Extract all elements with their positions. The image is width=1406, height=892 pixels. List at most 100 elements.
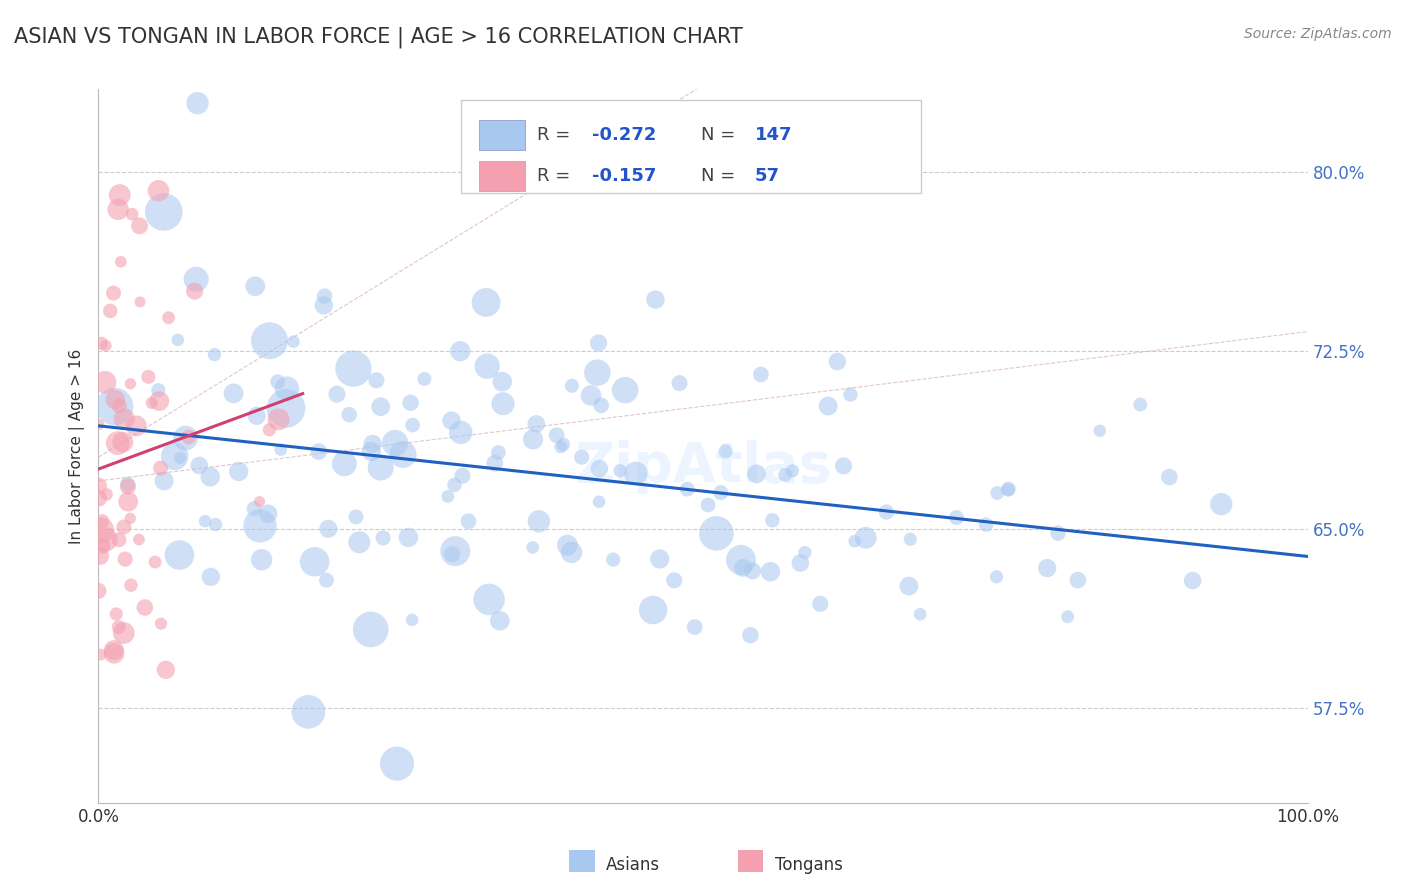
Point bbox=[98, 304, 121, 318]
Point bbox=[898, 533, 921, 547]
Point bbox=[773, 467, 796, 482]
Point bbox=[104, 400, 127, 414]
Point bbox=[283, 334, 305, 349]
Point bbox=[259, 423, 281, 437]
Point bbox=[128, 219, 150, 233]
Point bbox=[90, 524, 112, 538]
Point bbox=[817, 399, 839, 413]
Point bbox=[163, 450, 186, 464]
Point bbox=[855, 531, 877, 545]
Point bbox=[662, 574, 685, 588]
Point bbox=[110, 254, 132, 268]
Point bbox=[204, 517, 226, 532]
Point bbox=[155, 663, 177, 677]
Point bbox=[401, 418, 423, 433]
Point bbox=[440, 414, 463, 428]
Point bbox=[112, 626, 135, 640]
Point bbox=[90, 648, 112, 662]
Point bbox=[614, 383, 637, 397]
Point bbox=[897, 579, 920, 593]
Point bbox=[643, 603, 665, 617]
Point bbox=[194, 514, 217, 528]
Point bbox=[997, 482, 1019, 496]
Text: ZipAtlas: ZipAtlas bbox=[574, 441, 832, 494]
Point bbox=[318, 522, 340, 536]
FancyBboxPatch shape bbox=[479, 161, 526, 191]
Point bbox=[267, 375, 290, 389]
Point bbox=[491, 375, 513, 389]
Point bbox=[444, 544, 467, 558]
Point bbox=[120, 511, 142, 525]
Point bbox=[740, 628, 762, 642]
Point bbox=[741, 564, 763, 578]
Point bbox=[228, 465, 250, 479]
Point bbox=[683, 620, 706, 634]
Point bbox=[730, 553, 752, 567]
Point bbox=[571, 450, 593, 465]
Point bbox=[188, 458, 211, 473]
Point bbox=[451, 468, 474, 483]
Point bbox=[104, 392, 127, 407]
Point bbox=[413, 372, 436, 386]
Point bbox=[198, 469, 221, 483]
Point bbox=[153, 474, 176, 488]
Point bbox=[257, 507, 280, 521]
Point bbox=[522, 433, 544, 447]
Point bbox=[297, 705, 319, 719]
Point bbox=[486, 445, 509, 459]
Point bbox=[706, 526, 728, 541]
Point bbox=[337, 408, 360, 422]
Point bbox=[648, 552, 671, 566]
Point bbox=[107, 620, 129, 634]
Point bbox=[304, 555, 326, 569]
Point bbox=[111, 435, 134, 450]
Point bbox=[579, 388, 602, 402]
Point bbox=[117, 477, 139, 491]
Point bbox=[392, 447, 415, 461]
Point bbox=[586, 366, 609, 380]
Point bbox=[697, 498, 720, 512]
Point bbox=[450, 425, 472, 440]
Text: Asians: Asians bbox=[606, 856, 659, 874]
Point bbox=[153, 205, 176, 219]
Point bbox=[550, 440, 572, 454]
Point bbox=[986, 570, 1008, 584]
Point bbox=[125, 418, 148, 433]
Point bbox=[174, 431, 197, 445]
Point bbox=[1088, 424, 1111, 438]
Point bbox=[457, 514, 479, 528]
Point bbox=[360, 623, 382, 637]
Point bbox=[87, 479, 110, 493]
Point bbox=[314, 289, 336, 303]
Point bbox=[129, 294, 152, 309]
Point bbox=[759, 565, 782, 579]
Point bbox=[246, 409, 269, 423]
Point bbox=[366, 373, 388, 387]
Point bbox=[385, 756, 408, 771]
Point bbox=[1181, 574, 1204, 588]
Point bbox=[782, 464, 804, 478]
Point bbox=[588, 335, 610, 350]
FancyBboxPatch shape bbox=[479, 120, 526, 150]
FancyBboxPatch shape bbox=[461, 100, 921, 193]
Point bbox=[94, 376, 117, 390]
Text: -0.272: -0.272 bbox=[592, 126, 657, 145]
Point bbox=[87, 417, 110, 432]
Point bbox=[342, 361, 364, 376]
Point bbox=[112, 520, 135, 534]
Point bbox=[204, 348, 226, 362]
Point bbox=[492, 397, 515, 411]
Point bbox=[477, 359, 499, 373]
Point bbox=[143, 555, 166, 569]
Point bbox=[169, 450, 191, 465]
Point bbox=[553, 437, 575, 451]
Y-axis label: In Labor Force | Age > 16: In Labor Force | Age > 16 bbox=[69, 349, 84, 543]
Point bbox=[557, 538, 579, 552]
Point bbox=[1159, 470, 1181, 484]
Point bbox=[112, 412, 135, 426]
Point bbox=[87, 583, 110, 598]
Point bbox=[361, 436, 384, 450]
Point bbox=[270, 442, 292, 457]
Point bbox=[134, 600, 156, 615]
Point bbox=[749, 368, 772, 382]
